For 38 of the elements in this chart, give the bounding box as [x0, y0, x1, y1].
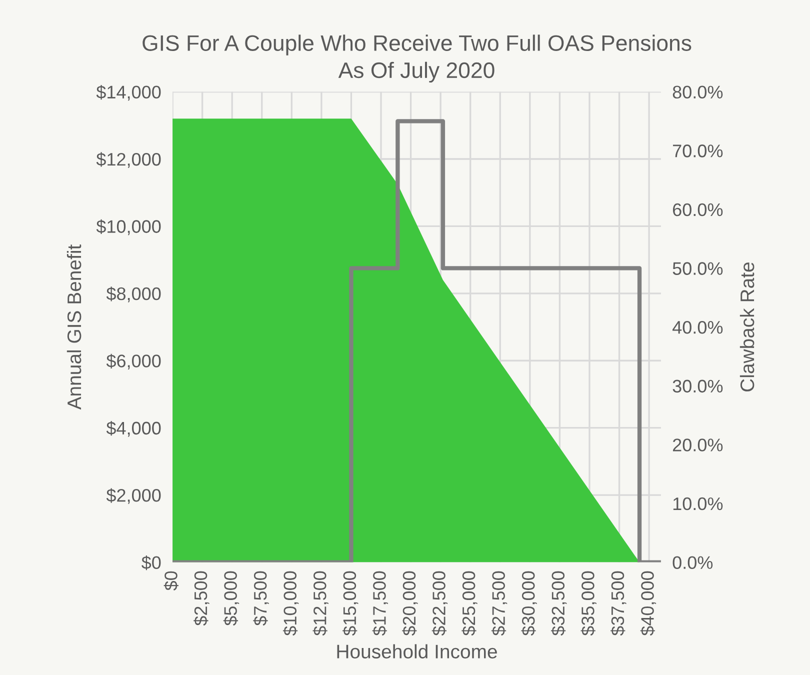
- y-tick-label: $0: [142, 555, 161, 570]
- y-tick-label: $8,000: [106, 286, 161, 302]
- x-tick-label: $35,000: [580, 571, 596, 636]
- y2-tick-label: 40.0%: [672, 320, 723, 334]
- x-tick-label: $40,000: [640, 571, 656, 636]
- y2-tick-label: 80.0%: [672, 86, 723, 99]
- x-tick-label: $32,500: [551, 571, 567, 636]
- y2-tick-label: 60.0%: [672, 203, 723, 216]
- y2-tick-label: 0.0%: [672, 556, 713, 569]
- x-tick-label: $22,500: [432, 571, 448, 636]
- x-axis-title: Household Income: [337, 644, 497, 658]
- x-tick-label: $0: [164, 571, 178, 590]
- y2-tick-label: 50.0%: [672, 262, 723, 275]
- y-tick-label: $10,000: [96, 219, 161, 236]
- x-tick-label: $10,000: [282, 571, 299, 636]
- y-tick-label: $12,000: [96, 152, 161, 168]
- x-tick-label: $12,500: [312, 571, 328, 636]
- y2-axis-title: Clawback Rate: [740, 262, 754, 392]
- x-tick-label: $17,500: [372, 571, 388, 636]
- x-tick-label: $20,000: [402, 571, 418, 636]
- x-tick-label: $7,500: [253, 571, 269, 626]
- y-tick-label: $14,000: [96, 84, 161, 101]
- x-tick-label: $27,500: [491, 571, 508, 636]
- chart-title: GIS For A Couple Who Receive Two Full OAS Pensions As Of July 2020: [142, 34, 692, 83]
- y-tick-label: $6,000: [106, 354, 161, 370]
- y-tick-label: $4,000: [106, 421, 161, 437]
- x-tick-label: $5,000: [223, 571, 240, 626]
- x-tick-label: $30,000: [521, 571, 537, 636]
- y-axis-title: Annual GIS Benefit: [66, 244, 82, 410]
- y-tick-label: $2,000: [106, 488, 161, 504]
- x-tick-label: $25,000: [462, 571, 478, 636]
- y2-tick-label: 30.0%: [672, 380, 723, 393]
- y2-tick-label: 20.0%: [672, 438, 723, 452]
- x-tick-label: $15,000: [342, 571, 358, 636]
- y2-tick-label: 70.0%: [672, 144, 723, 158]
- x-tick-label: $2,500: [194, 571, 210, 626]
- x-tick-label: $37,500: [610, 571, 626, 636]
- y2-tick-label: 10.0%: [673, 497, 723, 510]
